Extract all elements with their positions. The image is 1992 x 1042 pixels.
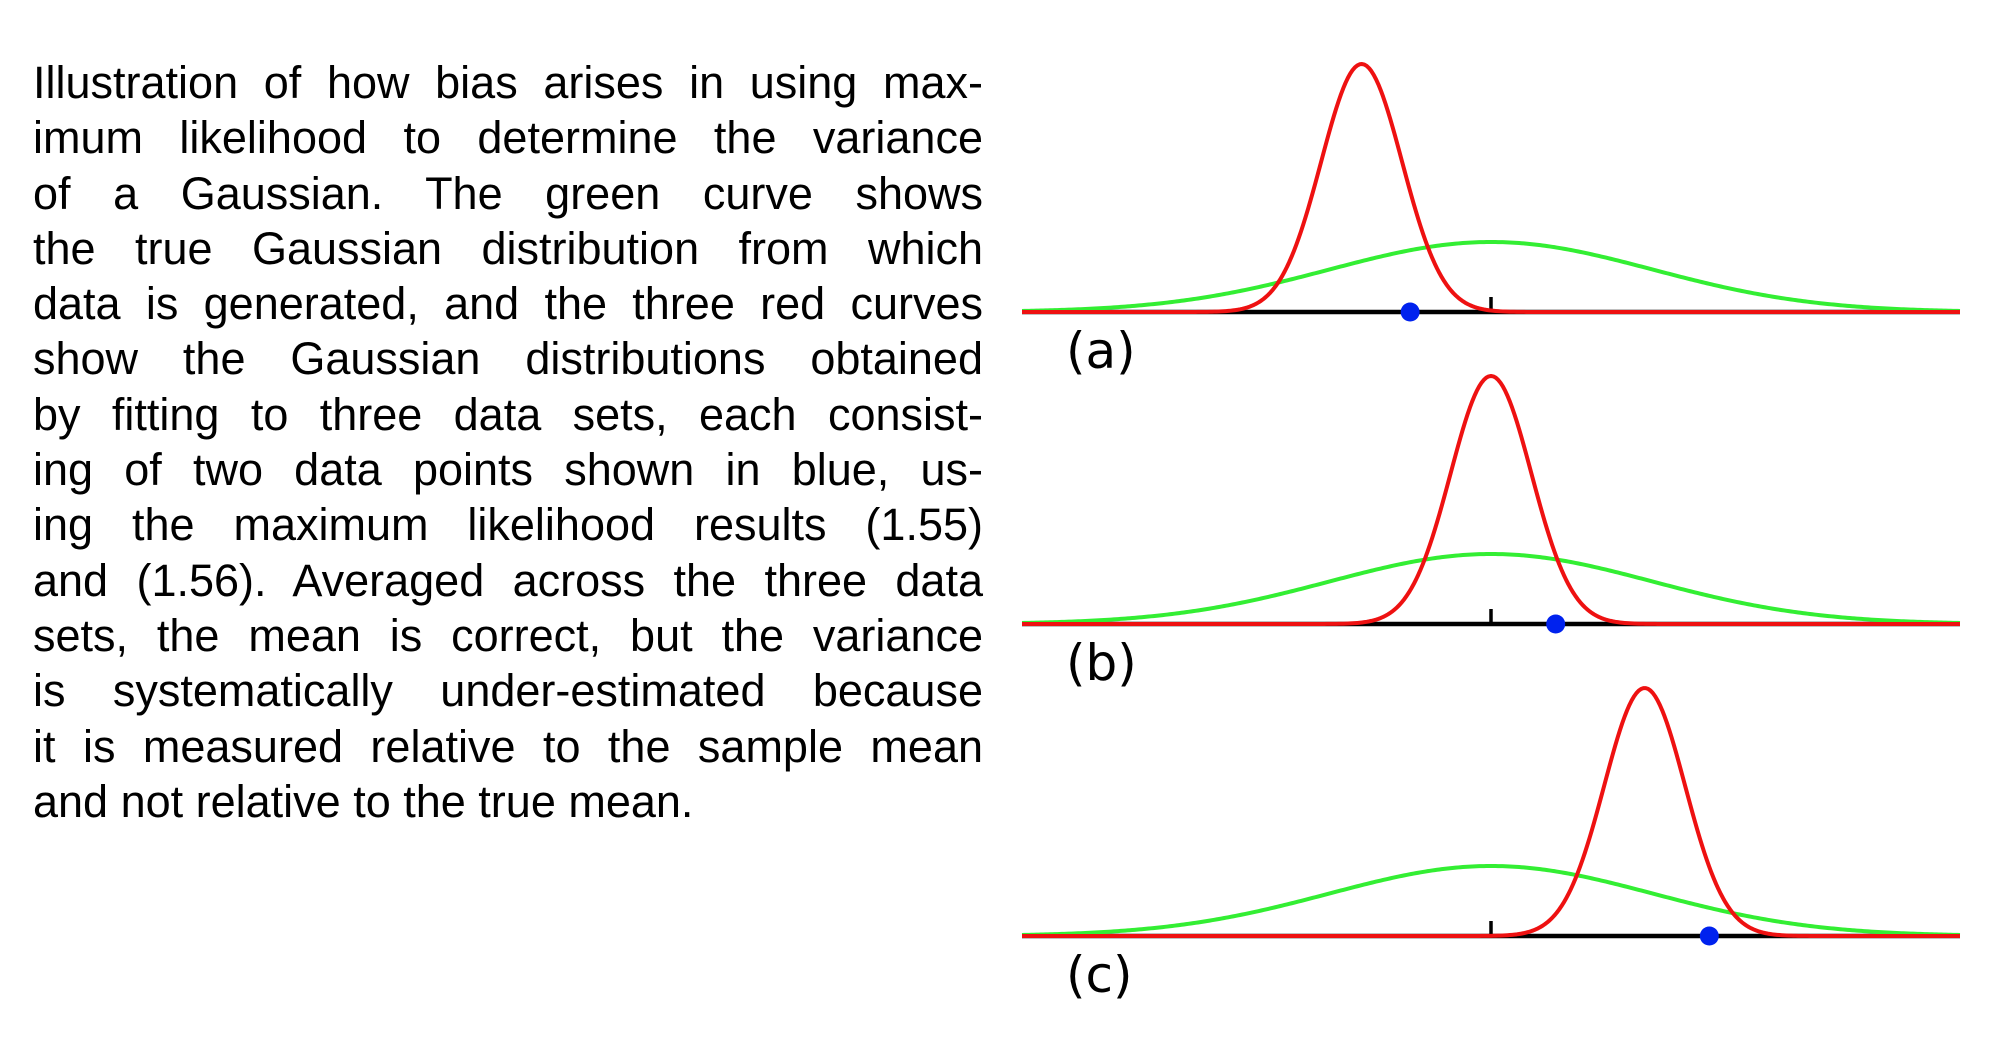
caption-line: Illustration of how bias arises in using… xyxy=(33,57,983,108)
caption-line: and not relative to the true mean. xyxy=(33,775,694,827)
caption-line: ing of two data points shown in blue, us… xyxy=(33,444,983,496)
caption-line: imum likelihood to determine the varianc… xyxy=(33,112,983,164)
panel-label: (b) xyxy=(1066,634,1137,692)
true-gaussian-curve xyxy=(1021,240,1961,313)
caption-line: by fitting to three data sets, each cons… xyxy=(33,388,983,440)
panel-label: (c) xyxy=(1066,946,1133,1004)
caption-line: ing the maximum likelihood results (1.55… xyxy=(33,499,983,551)
data-point xyxy=(1699,926,1719,946)
true-gaussian-curve xyxy=(1021,864,1961,937)
caption-line: sets, the mean is correct, but the varia… xyxy=(33,609,983,661)
panel-b: (b) xyxy=(1021,374,1961,692)
fitted-gaussian-curve xyxy=(1022,686,1960,938)
panel-label: (a) xyxy=(1066,322,1136,380)
panel-c: (c) xyxy=(1021,686,1961,1004)
caption-line: it is measured relative to the sample me… xyxy=(33,720,983,772)
caption-line: is systematically under-estimated becaus… xyxy=(33,665,983,717)
data-point xyxy=(1546,614,1566,634)
fitted-gaussian-curve xyxy=(1022,62,1960,314)
caption-line: show the Gaussian distributions obtained xyxy=(33,333,983,385)
true-gaussian-curve xyxy=(1021,552,1961,625)
caption-line: data is generated, and the three red cur… xyxy=(33,278,983,330)
caption-line: the true Gaussian distribution from whic… xyxy=(33,222,983,274)
caption-line: of a Gaussian. The green curve shows xyxy=(33,167,983,219)
caption-line: and (1.56). Averaged across the three da… xyxy=(33,554,983,606)
data-point xyxy=(1400,302,1420,322)
fitted-gaussian-curve xyxy=(1022,374,1960,626)
panel-a: (a) xyxy=(1021,62,1961,380)
figure-caption: Illustration of how bias arises in using… xyxy=(33,55,983,829)
